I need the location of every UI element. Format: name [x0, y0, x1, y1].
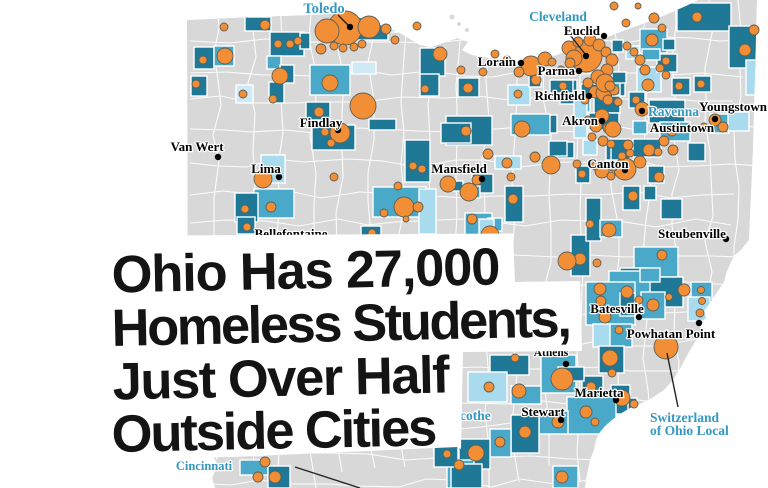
svg-text:Just Over Half: Just Over Half [112, 345, 451, 411]
svg-text:Canton: Canton [587, 156, 629, 171]
svg-text:Outside Cities: Outside Cities [111, 398, 437, 464]
svg-text:Van Wert: Van Wert [170, 139, 224, 154]
svg-text:Parma: Parma [537, 63, 575, 78]
svg-text:Marietta: Marietta [574, 385, 624, 400]
svg-text:Cleveland: Cleveland [529, 9, 587, 24]
svg-text:Youngstown: Youngstown [699, 99, 768, 114]
svg-text:Cincinnati: Cincinnati [176, 459, 233, 473]
svg-text:Euclid: Euclid [564, 23, 601, 38]
svg-text:Batesville: Batesville [590, 301, 644, 316]
svg-text:Steubenville: Steubenville [658, 226, 726, 241]
svg-text:Austintown: Austintown [650, 120, 715, 135]
svg-text:Lorain: Lorain [478, 54, 517, 69]
svg-text:Richfield: Richfield [534, 88, 585, 103]
svg-text:Ravenna: Ravenna [648, 104, 699, 119]
svg-text:Toledo: Toledo [303, 1, 344, 17]
svg-text:Switzerland: Switzerland [650, 410, 719, 425]
svg-text:cothe: cothe [460, 408, 491, 423]
svg-text:Lima: Lima [251, 161, 281, 176]
svg-text:Akron: Akron [562, 113, 599, 128]
svg-text:of Ohio Local: of Ohio Local [650, 423, 729, 438]
svg-text:Homeless Students,: Homeless Students, [111, 289, 570, 358]
svg-text:Stewart: Stewart [521, 404, 565, 419]
svg-text:Findlay: Findlay [300, 115, 343, 130]
svg-text:Mansfield: Mansfield [431, 161, 487, 176]
svg-text:Powhatan Point: Powhatan Point [627, 326, 716, 341]
svg-text:Ohio Has 27,000: Ohio Has 27,000 [111, 237, 500, 304]
